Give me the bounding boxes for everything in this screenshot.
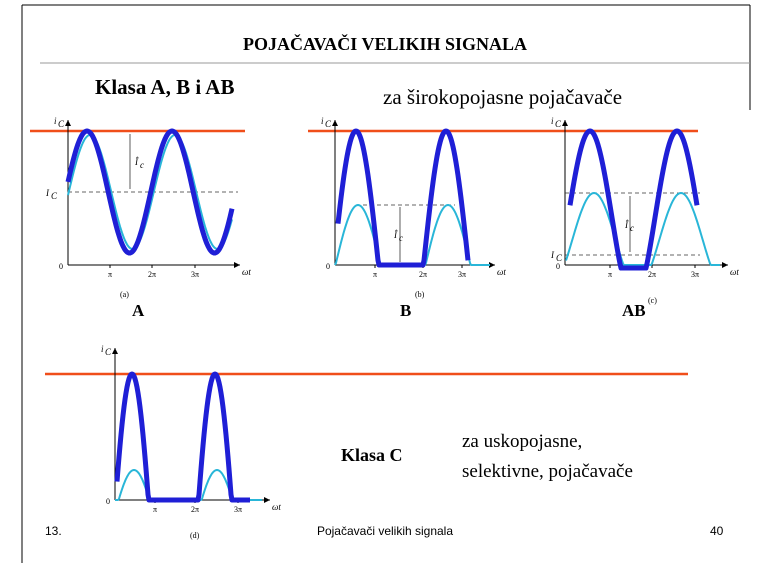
amp-label: c (140, 160, 144, 170)
axis-label: ωt (272, 502, 281, 512)
title: POJAČAVAČI VELIKIH SIGNALA (243, 33, 527, 54)
tick-label: 3π (458, 270, 466, 279)
tick-label: 0 (59, 262, 63, 271)
tick-label: 2π (148, 270, 156, 279)
arrow (562, 120, 568, 126)
tick-label: 3π (191, 270, 199, 279)
class-c-line: selektivne, pojačavače (462, 461, 633, 482)
tick-label: 3π (691, 270, 699, 279)
axis-label: C (58, 119, 65, 129)
signal-output (65, 128, 235, 256)
tick-label: 0 (556, 262, 560, 271)
axis-label: i (321, 116, 324, 126)
axis-label: C (555, 119, 562, 129)
axis-label: ωt (242, 267, 251, 277)
amp-label: c (630, 223, 634, 233)
class-c-heading: Klasa C (341, 445, 403, 465)
amp-label: c (399, 233, 403, 243)
arrow (234, 262, 240, 268)
signal-input (115, 469, 262, 501)
panel-label: AB (622, 301, 646, 320)
panel-caption: (c) (648, 296, 657, 305)
axis-label: C (105, 347, 112, 357)
amp-label: Î (134, 157, 139, 167)
bias-label: C (556, 253, 563, 263)
tick-label: 0 (106, 497, 110, 506)
axis-label: i (101, 344, 104, 354)
amp-label: Î (624, 220, 629, 230)
panel-label: A (132, 301, 145, 320)
arrow (489, 262, 495, 268)
tick-label: 2π (191, 505, 199, 514)
tick-label: 0 (326, 262, 330, 271)
panel-caption: (b) (415, 290, 425, 299)
arrow (332, 120, 338, 126)
axis-label: C (325, 119, 332, 129)
tick-label: 2π (419, 270, 427, 279)
arrow (264, 497, 270, 503)
tick-label: π (608, 270, 612, 279)
tick-label: 2π (648, 270, 656, 279)
arrow (65, 120, 71, 126)
footer-date: 13. (45, 524, 62, 538)
note: za širokopojasne pojačavače (383, 85, 622, 109)
amp-label: Î (393, 230, 398, 240)
axis-label: i (551, 116, 554, 126)
tick-label: π (108, 270, 112, 279)
panel-caption: (a) (120, 290, 129, 299)
signal-output (567, 128, 700, 271)
axis-label: ωt (730, 267, 739, 277)
axis-label: ωt (497, 267, 506, 277)
axis-label: i (54, 116, 57, 126)
arrow (722, 262, 728, 268)
page-number: 40 (710, 524, 724, 538)
arrow (112, 348, 118, 354)
tick-label: π (153, 505, 157, 514)
tick-label: π (373, 270, 377, 279)
signal-output (114, 371, 252, 503)
panel-label: B (400, 301, 411, 320)
heading: Klasa A, B i AB (95, 75, 234, 99)
tick-label: 3π (234, 505, 242, 514)
signal-output (335, 128, 471, 268)
bias-label: I (550, 250, 555, 260)
signal-input (565, 192, 720, 266)
bias-label: I (45, 188, 50, 198)
bias-label: C (51, 191, 58, 201)
class-c-line: za uskopojasne, (462, 431, 582, 452)
footer-title: Pojačavači velikih signala (317, 524, 453, 538)
panel-caption: (d) (190, 531, 200, 540)
